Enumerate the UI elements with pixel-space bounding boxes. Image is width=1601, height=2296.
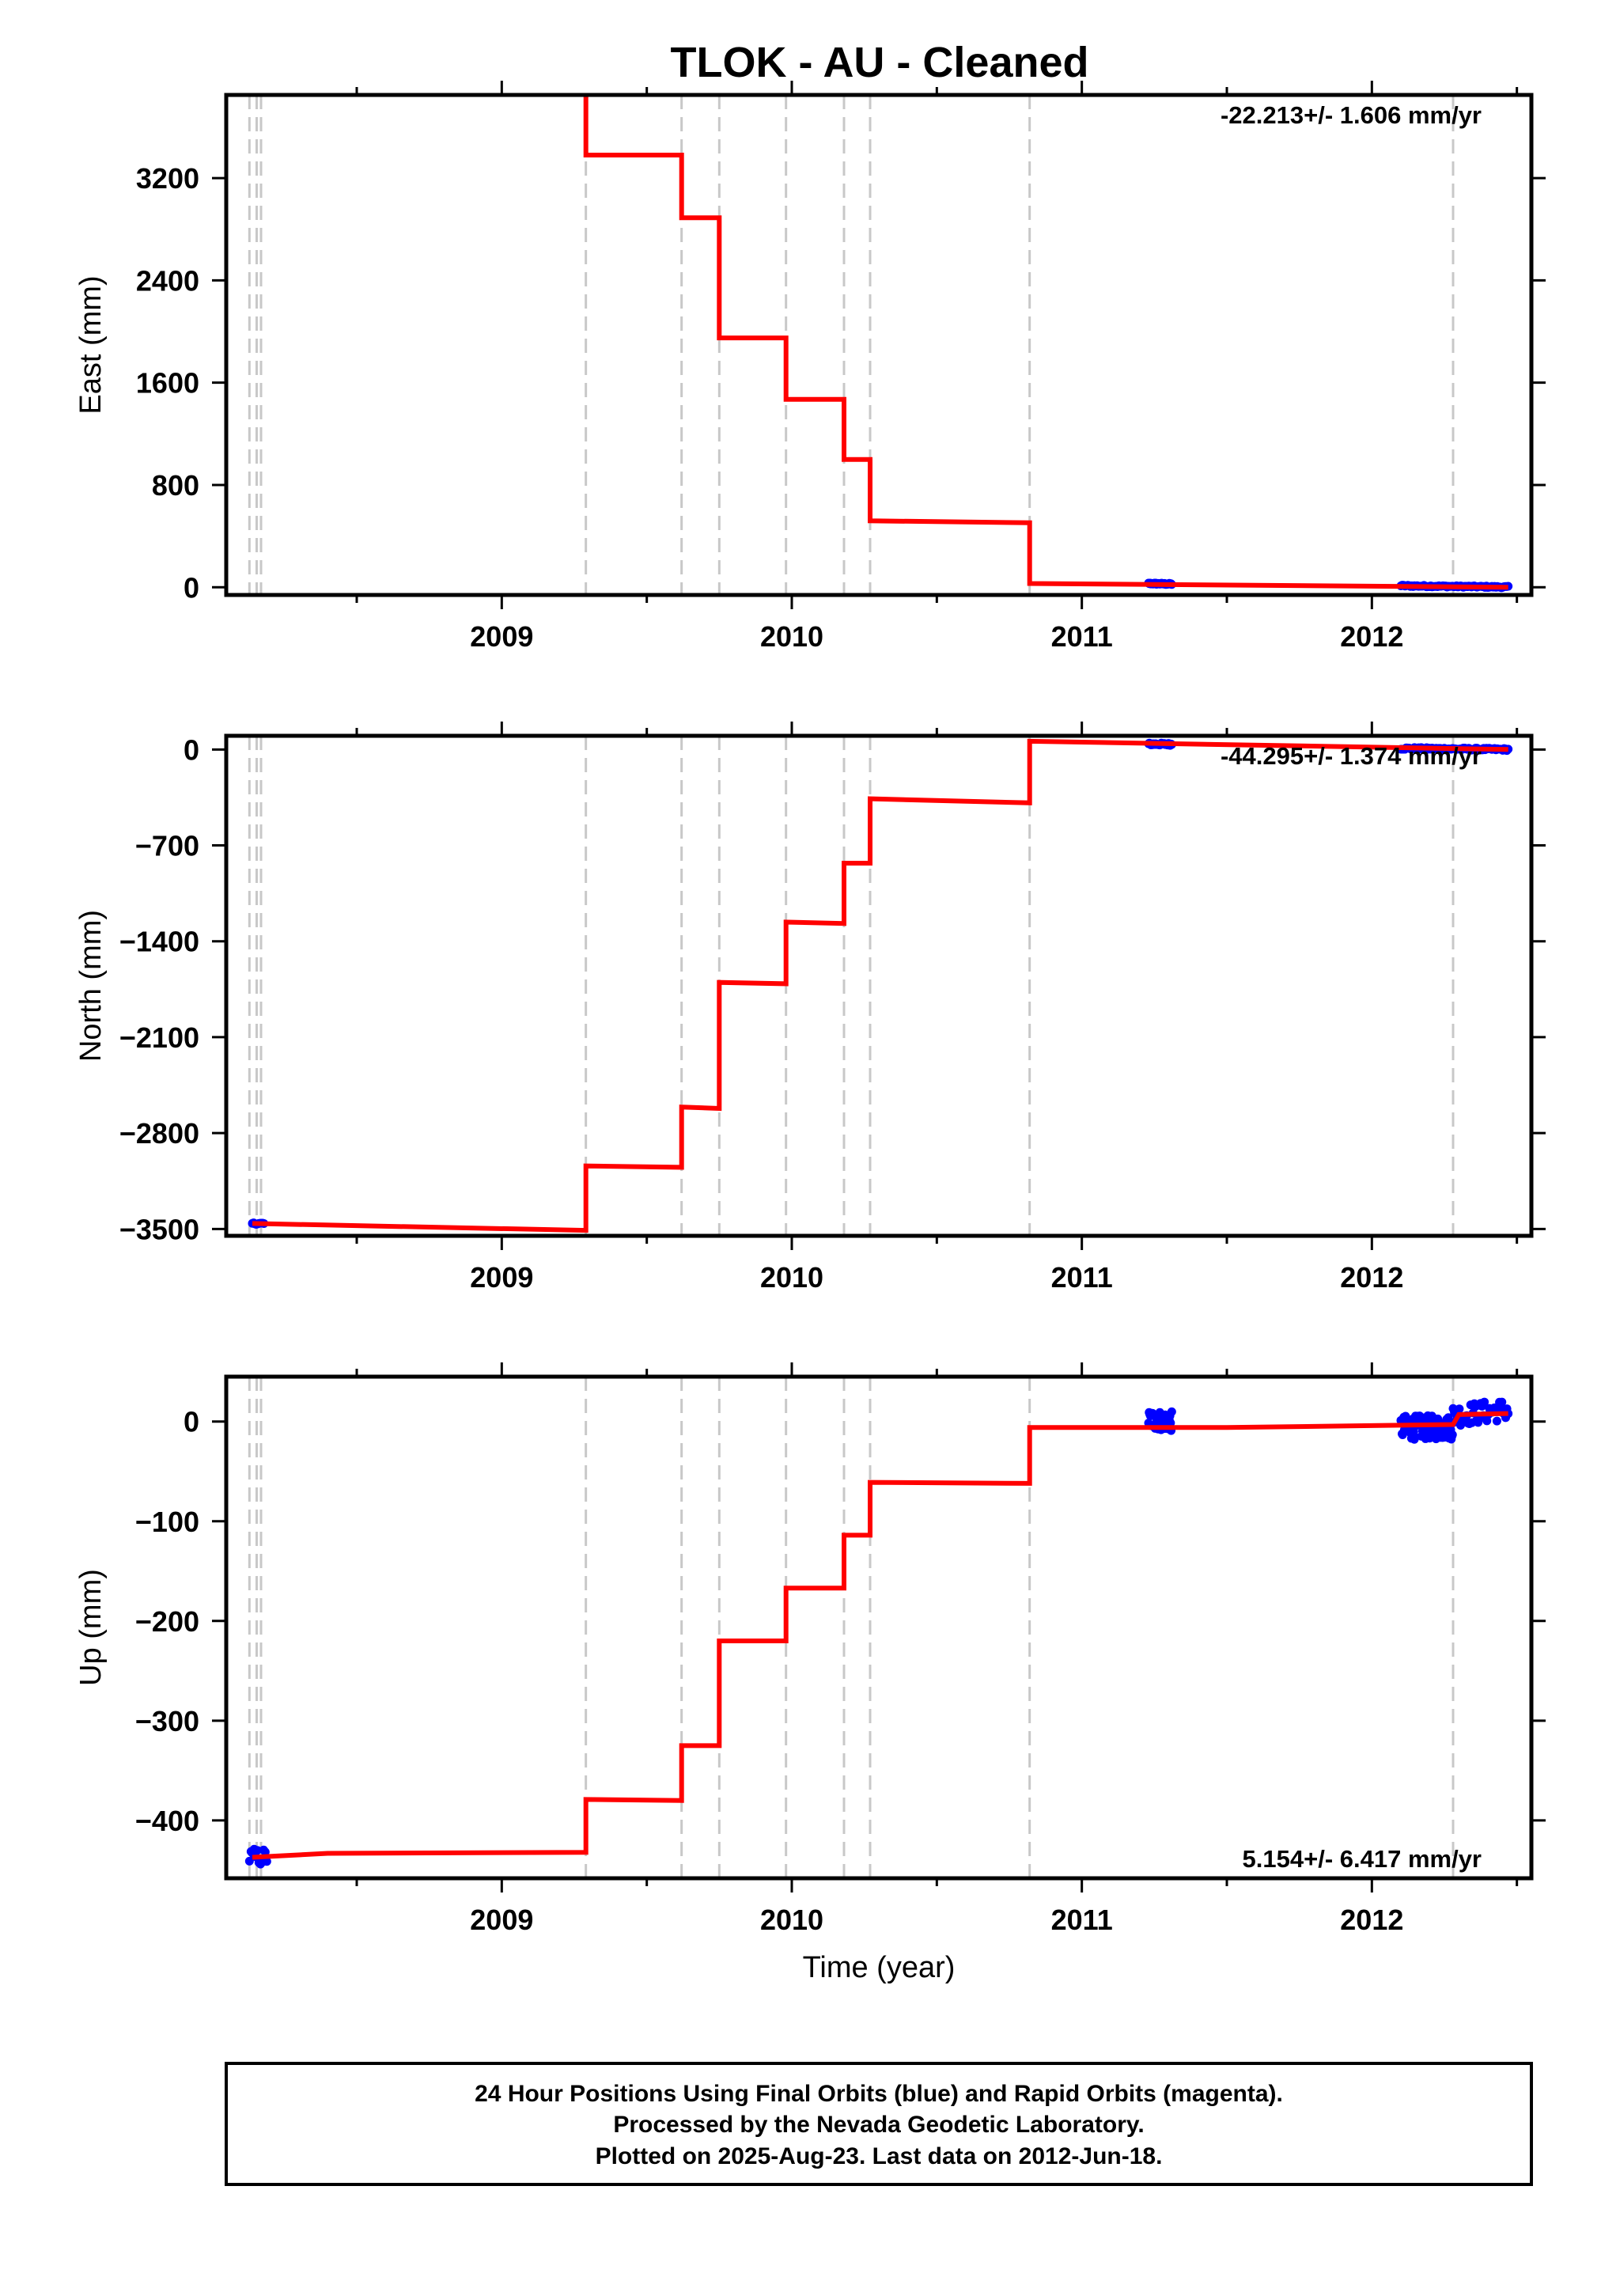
plot-area [248,736,1513,1236]
data-point [259,84,268,93]
data-point [262,1857,271,1866]
x-tick-label: 2009 [470,620,533,653]
y-tick-label: −2100 [119,1021,199,1054]
x-tick-label: 2009 [470,1261,533,1294]
y-tick-label: 3200 [136,162,199,195]
model-line [583,95,1508,590]
y-tick-label: −200 [135,1605,199,1638]
panel-north: 2009 2010 2011 2012 0 −700 −1400 −2100 −2800 −350… [74,722,1546,1294]
y-tick-label: 800 [152,469,199,502]
x-tick-label: 2010 [760,1261,823,1294]
footer-line-1: 24 Hour Positions Using Final Orbits (bl… [475,2081,1283,2107]
x-tick-label: 2010 [760,620,823,653]
data-point [259,84,267,93]
data-point [1410,1432,1420,1442]
y-tick-label: 1600 [136,367,199,400]
y-tick-label: 0 [184,733,199,766]
y-axis-label: East (mm) [74,275,108,414]
footer-line-3: Plotted on 2025-Aug-23. Last data on 201… [596,2143,1163,2169]
data-point [248,84,257,93]
data-point [1166,1419,1175,1428]
data-point [255,85,264,93]
data-point [1455,1404,1464,1414]
data-point [253,84,262,93]
data-point [252,84,260,93]
rate-label: 5.154+/- 6.417 mm/yr [1243,1845,1482,1873]
y-tick-label: −3500 [119,1213,199,1245]
model-line [252,738,1508,1233]
y-tick-label: 0 [184,1406,199,1438]
data-point [249,85,258,93]
data-point [252,1846,262,1855]
y-axis-label: Up (mm) [74,1569,108,1686]
plot-frame [224,733,1534,1238]
y-tick-label: −2800 [119,1117,199,1150]
data-point [1480,1397,1489,1407]
model-line [252,1411,1508,1860]
rate-label: -44.295+/- 1.374 mm/yr [1221,742,1482,770]
footer-box [225,2062,1533,2186]
plot-area [248,84,1513,595]
x-axis-label: Time (year) [803,1951,956,1984]
y-tick-label: −300 [135,1705,199,1737]
data-point [1492,1416,1501,1426]
x-tick-label: 2012 [1340,620,1403,653]
x-tick-label: 2009 [470,1904,533,1936]
y-tick-label: −400 [135,1805,199,1837]
x-tick-label: 2012 [1340,1261,1403,1294]
data-point [255,84,263,93]
footer-line-2: Processed by the Nevada Geodetic Laborat… [613,2112,1144,2138]
data-point [251,84,259,93]
y-tick-label: 2400 [136,264,199,297]
y-tick-label: −100 [135,1506,199,1538]
x-tick-label: 2010 [760,1904,823,1936]
x-tick-label: 2012 [1340,1904,1403,1936]
y-tick-label: 0 [184,571,199,604]
x-tick-label: 2011 [1051,1904,1113,1936]
x-tick-label: 2011 [1051,1261,1113,1294]
panel-east: 2009 2010 2011 2012 0 800 1600 2400 3200 East (mm… [74,81,1546,653]
plot-frame [224,93,1534,597]
plot-frame [224,1374,1534,1881]
y-tick-label: −700 [135,830,199,862]
plot-area [244,1377,1513,1878]
data-point [1497,1397,1507,1407]
data-point [257,84,266,93]
data-point [244,1856,254,1866]
rate-label: -22.213+/- 1.606 mm/yr [1221,101,1482,129]
data-point [1167,1407,1176,1416]
y-axis-label: North (mm) [74,910,108,1062]
x-tick-label: 2011 [1051,620,1113,653]
panel-up: 2009 2010 2011 2012 0 −100 −200 −300 −400 Up (mm)… [74,1362,1546,1984]
y-tick-label: −1400 [119,926,199,958]
data-point [1448,1430,1457,1439]
chart-title: TLOK - AU - Cleaned [670,39,1088,86]
